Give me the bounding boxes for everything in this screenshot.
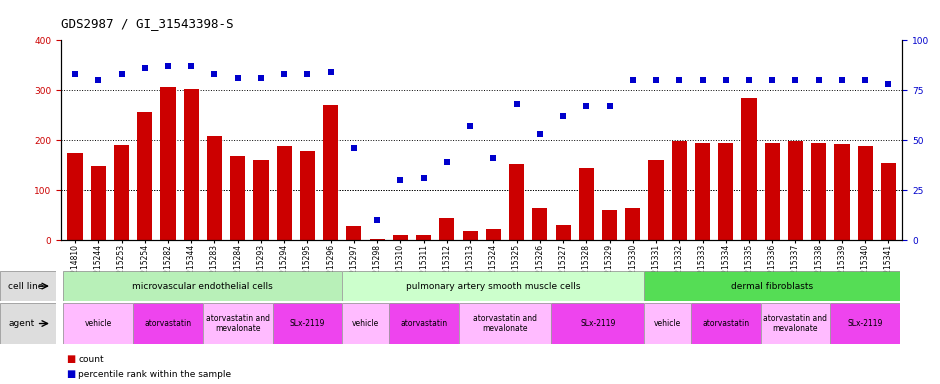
Point (369, 217, 384, 223)
Bar (300, 151, 315, 240)
Text: count: count (78, 354, 103, 364)
Bar (137, 112, 152, 240)
Text: vehicle: vehicle (85, 319, 112, 328)
Point (857, 77, 872, 83)
Text: atorvastatin and
mevalonate: atorvastatin and mevalonate (206, 314, 270, 333)
Point (462, 123, 478, 129)
Bar (207, 136, 222, 240)
Bar (486, 229, 501, 240)
Bar (788, 141, 803, 240)
Bar (230, 156, 245, 240)
Point (416, 175, 431, 181)
Bar (695, 143, 710, 240)
Text: GDS2987 / GI_31543398-S: GDS2987 / GI_31543398-S (61, 17, 234, 30)
Text: SLx-2119: SLx-2119 (580, 319, 616, 328)
Bar (161, 87, 176, 240)
Bar (439, 217, 454, 240)
Text: atorvastatin and
mevalonate: atorvastatin and mevalonate (763, 314, 827, 333)
Point (811, 77, 826, 83)
Point (509, 101, 525, 107)
Text: dermal fibroblasts: dermal fibroblasts (731, 281, 813, 291)
Point (393, 177, 408, 183)
Bar (625, 207, 640, 240)
Bar (509, 164, 525, 240)
Bar (556, 225, 571, 240)
Point (835, 77, 850, 83)
Text: cell line: cell line (8, 281, 44, 291)
Point (602, 103, 617, 109)
Bar (742, 98, 757, 240)
Bar (602, 210, 618, 240)
Point (183, 63, 198, 70)
Text: pulmonary artery smooth muscle cells: pulmonary artery smooth muscle cells (406, 281, 581, 291)
Point (649, 77, 664, 83)
Bar (718, 143, 733, 240)
Bar (532, 207, 547, 240)
Bar (68, 152, 83, 240)
Text: SLx-2119: SLx-2119 (848, 319, 883, 328)
Point (718, 77, 733, 83)
Point (788, 77, 803, 83)
Text: ■: ■ (66, 369, 75, 379)
Point (254, 75, 269, 81)
Bar (462, 231, 478, 240)
Bar (323, 105, 338, 240)
Text: atorvastatin: atorvastatin (400, 319, 447, 328)
Point (207, 71, 222, 77)
Point (532, 131, 547, 137)
Point (68, 71, 83, 77)
Bar (369, 238, 384, 240)
Bar (765, 143, 780, 240)
Bar (835, 144, 850, 240)
Bar (393, 235, 408, 240)
Point (276, 71, 291, 77)
Point (300, 71, 315, 77)
Bar (579, 167, 594, 240)
Bar (114, 145, 129, 240)
Text: atorvastatin and
mevalonate: atorvastatin and mevalonate (473, 314, 537, 333)
Text: atorvastatin: atorvastatin (702, 319, 749, 328)
Point (625, 77, 640, 83)
Bar (276, 146, 291, 240)
Bar (649, 160, 664, 240)
Point (486, 155, 501, 161)
Text: vehicle: vehicle (352, 319, 379, 328)
Point (742, 77, 757, 83)
Bar (416, 235, 431, 240)
Point (881, 81, 896, 87)
Point (439, 159, 454, 165)
Text: microvascular endothelial cells: microvascular endothelial cells (133, 281, 274, 291)
Point (161, 63, 176, 70)
Text: ■: ■ (66, 354, 75, 364)
Text: atorvastatin: atorvastatin (145, 319, 192, 328)
Text: SLx-2119: SLx-2119 (290, 319, 325, 328)
Point (323, 69, 338, 75)
Bar (811, 143, 826, 240)
Point (556, 113, 571, 119)
Text: vehicle: vehicle (654, 319, 682, 328)
Point (230, 75, 245, 81)
Point (765, 77, 780, 83)
Point (579, 103, 594, 109)
Point (347, 145, 362, 151)
Bar (346, 226, 362, 240)
Bar (254, 160, 269, 240)
Bar (881, 163, 896, 240)
Point (695, 77, 710, 83)
Bar (183, 89, 198, 240)
Point (672, 77, 687, 83)
Bar (857, 146, 872, 240)
Point (91, 77, 106, 83)
Bar (672, 141, 687, 240)
Point (114, 71, 129, 77)
Point (137, 65, 152, 71)
Text: agent: agent (8, 319, 35, 328)
Text: percentile rank within the sample: percentile rank within the sample (78, 370, 231, 379)
Bar (91, 166, 106, 240)
